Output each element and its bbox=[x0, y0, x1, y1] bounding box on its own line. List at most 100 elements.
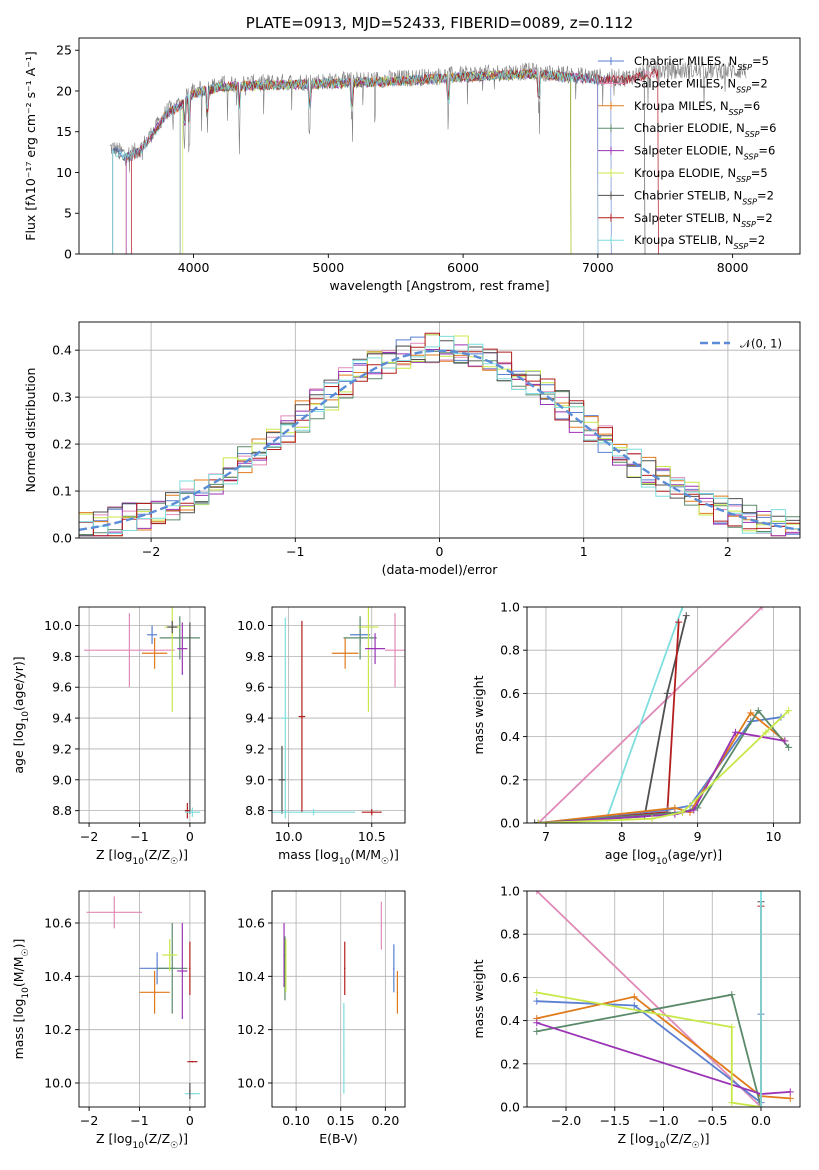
y-tick-label: 0 bbox=[64, 247, 72, 262]
y-tick-label: 25 bbox=[56, 43, 72, 58]
plot-area bbox=[283, 901, 399, 1094]
model-spectrum-line bbox=[112, 69, 599, 254]
plus-marker bbox=[533, 1027, 541, 1035]
mass-weight-line bbox=[538, 711, 786, 823]
x-tick-label: 0 bbox=[186, 1113, 194, 1128]
x-tick-label: 10 bbox=[766, 829, 782, 844]
plus-marker bbox=[690, 806, 698, 814]
y-tick-label: 10.0 bbox=[44, 618, 72, 633]
plus-marker bbox=[728, 1023, 736, 1031]
x-tick-label: 0.10 bbox=[282, 1113, 310, 1128]
plus-marker bbox=[781, 737, 789, 745]
data-point bbox=[186, 809, 189, 812]
x-tick-label: −2 bbox=[80, 1113, 98, 1128]
x-axis-label: (data-model)/error bbox=[382, 562, 499, 577]
x-tick-label: 10.5 bbox=[358, 829, 386, 844]
data-point bbox=[153, 652, 156, 655]
plus-marker bbox=[758, 607, 766, 611]
plus-marker bbox=[678, 607, 686, 611]
legend-entry: Salpeter MILES, NSSP=2 bbox=[634, 76, 768, 94]
x-tick-label: 0.15 bbox=[327, 1113, 355, 1128]
mass-weight-line bbox=[536, 1000, 762, 1105]
data-point bbox=[171, 967, 174, 970]
panel-7: −2.0 −1.5 −1.0 −0.5 0.0 0.0 0.2 0.4 0.6 0.8 1.0 Z [… bbox=[471, 884, 801, 1151]
data-point bbox=[191, 1092, 194, 1095]
plus-marker bbox=[533, 1019, 541, 1027]
y-tick-label: 10.0 bbox=[237, 1076, 265, 1091]
x-tick-label: 0 bbox=[436, 544, 444, 559]
x-tick-label: 9 bbox=[694, 829, 702, 844]
y-axis-label: Flux [fλ10⁻¹⁷ erg cm⁻² s⁻¹ A⁻¹] bbox=[23, 51, 38, 240]
data-point bbox=[189, 967, 191, 970]
y-tick-label: 10.6 bbox=[237, 916, 265, 931]
y-tick-label: 10 bbox=[56, 165, 72, 180]
y-tick-label: 10.4 bbox=[44, 969, 72, 984]
legend-entry: Kroupa ELODIE, NSSP=5 bbox=[634, 166, 768, 184]
y-tick-label: 0.2 bbox=[500, 1056, 520, 1071]
y-tick-label: 10.2 bbox=[44, 1022, 72, 1037]
plus-marker bbox=[762, 728, 770, 736]
data-point bbox=[189, 1090, 191, 1092]
axes-frame bbox=[271, 890, 406, 1108]
axes-frame bbox=[78, 37, 801, 255]
y-tick-label: 0.3 bbox=[52, 390, 72, 405]
y-tick-label: 8.8 bbox=[245, 803, 265, 818]
data-point bbox=[179, 637, 181, 639]
y-tick-label: 0.4 bbox=[500, 1013, 520, 1028]
plus-marker bbox=[785, 707, 793, 715]
panel-6: 0.10 0.15 0.20 10.0 10.2 10.4 10.6 E(B-V) bbox=[237, 890, 406, 1146]
panel-0: 4000 5000 6000 7000 8000 0 5 10 15 20 25 wavelength… bbox=[23, 14, 801, 293]
data-point bbox=[181, 647, 184, 650]
mass-weight-line bbox=[534, 615, 688, 823]
x-tick-label: −2 bbox=[80, 829, 98, 844]
data-point bbox=[281, 779, 283, 781]
data-point bbox=[367, 626, 370, 628]
x-tick-label: −2 bbox=[142, 544, 160, 559]
plus-marker bbox=[630, 993, 638, 1001]
data-point bbox=[191, 1060, 194, 1063]
mass-weight-line bbox=[534, 607, 684, 823]
y-tick-label: 20 bbox=[56, 83, 72, 98]
legend-entry: Salpeter STELIB, NSSP=2 bbox=[634, 211, 773, 229]
model-spectrum-line bbox=[182, 68, 572, 254]
data-point bbox=[394, 649, 396, 651]
plus-marker bbox=[533, 891, 541, 895]
x-axis-label: age [log10(age/yr)] bbox=[605, 847, 722, 867]
plus-marker bbox=[747, 709, 755, 717]
x-tick-label: −0.5 bbox=[697, 1113, 727, 1128]
panel-2: −2 −1 0 8.8 9.0 9.2 9.4 9.6 9.8 10.0 Z [log10(Z/Z☉… bbox=[11, 606, 206, 867]
y-tick-label: 0.8 bbox=[500, 927, 520, 942]
mass-weight-line bbox=[536, 891, 762, 1107]
data-point bbox=[128, 649, 131, 651]
plus-marker bbox=[785, 743, 793, 751]
data-point bbox=[151, 633, 153, 636]
plot-area bbox=[272, 607, 405, 819]
data-point bbox=[191, 811, 194, 813]
plus-marker bbox=[682, 612, 690, 620]
panel-4: 7 8 9 10 0.0 0.2 0.4 0.6 0.8 1.0 age [log10(age/yr… bbox=[471, 600, 801, 867]
data-point bbox=[171, 626, 174, 628]
data-point bbox=[153, 991, 156, 994]
axes-frame bbox=[78, 606, 206, 824]
x-tick-label: −2.0 bbox=[551, 1113, 581, 1128]
axes-frame bbox=[271, 606, 406, 824]
x-tick-label: −1 bbox=[130, 829, 148, 844]
y-tick-label: 9.0 bbox=[245, 772, 265, 787]
x-tick-label: 0.20 bbox=[371, 1113, 399, 1128]
mass-weight-line bbox=[538, 710, 790, 823]
y-tick-label: 1.0 bbox=[500, 600, 520, 615]
y-tick-label: 0.0 bbox=[500, 816, 520, 831]
y-tick-label: 9.0 bbox=[52, 772, 72, 787]
data-point bbox=[393, 967, 395, 970]
y-axis-label: mass [log10(M/M☉)] bbox=[11, 939, 31, 1060]
x-tick-label: 4000 bbox=[178, 260, 210, 275]
y-tick-label: 10.4 bbox=[237, 969, 265, 984]
data-point bbox=[344, 652, 346, 655]
plus-marker bbox=[728, 991, 736, 999]
axes-frame bbox=[526, 606, 801, 824]
y-tick-label: 9.6 bbox=[52, 680, 72, 695]
x-tick-label: 0 bbox=[186, 829, 194, 844]
y-tick-label: 9.2 bbox=[245, 741, 265, 756]
plot-area bbox=[109, 61, 747, 254]
